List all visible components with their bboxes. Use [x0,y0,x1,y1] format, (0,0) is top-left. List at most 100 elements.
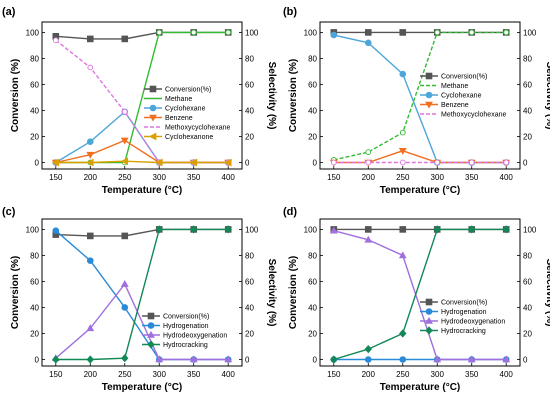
y-left-tick-label: 40 [308,106,317,115]
data-point-hydrocracking [502,225,510,234]
series-line-hydrodeoxygenation [333,230,507,361]
y-left-axis-title: Conversion (%) [10,59,21,132]
data-point-methane [365,149,372,155]
chart-panel-c: (c) 150 200 250 300 350 400 0 20 40 60 80 100 0 20 40 60… [2,206,277,393]
x-axis-title: Temperature (°C) [102,382,183,393]
y-left-tick-label: 20 [308,329,317,338]
data-point-conversion [364,29,372,36]
x-tick-label: 250 [118,370,132,379]
data-point-hydrodeoxygenation [502,355,511,363]
data-point-methane [190,29,197,36]
data-point-hydrodeoxygenation [155,355,164,363]
legend-entry-cyclohexane: Cyclohexane [165,106,206,113]
data-point-hydrocracking [433,225,441,234]
series-methoxycyclohexane [52,37,232,166]
data-point-methane [156,29,163,36]
series-benzene [329,147,511,167]
x-axis-title: Temperature (°C) [380,185,461,196]
legend-entry-hydrocracking: Hydrocracking [441,328,486,335]
data-point-benzene [86,151,95,159]
legend-entry-hydrocracking: Hydrocracking [163,342,208,349]
plot-frame [319,218,521,367]
data-point-benzene [120,137,129,145]
series-cyclohexanone [51,157,232,167]
data-point-hydrodeoxygenation [467,355,476,363]
y-right-axis-title: Selectivity (%) [266,259,277,327]
chart-panel-b: (b) 150 200 250 300 350 400 0 20 40 60 80 100 0 20 40 60… [283,6,550,196]
data-point-methoxycyclohexane [468,159,475,166]
data-point-hydrocracking [364,344,372,354]
y-right-tick-label: 100 [523,28,537,37]
y-right-tick-label: 40 [523,303,532,312]
x-tick-label: 400 [500,370,514,379]
legend-swatch-marker [425,101,433,109]
data-point-cyclohexanone [51,158,60,167]
legend-entry-benzene: Benzene [165,115,193,122]
data-point-cyclohexanone [189,158,198,167]
legend-entry-methane: Methane [441,83,468,90]
data-point-methoxycyclohexane [365,159,372,166]
series-hydrocracking [52,225,232,364]
legend-swatch-marker [147,340,155,349]
legend-swatch-marker [425,298,433,306]
x-tick-label: 150 [49,370,63,379]
legend-entry-hydrogenation: Hydrogenation [163,323,209,330]
y-right-tick-label: 20 [245,132,254,141]
legend: Conversion(%) Methane Cyclohexane Benzene Me… [420,72,506,119]
data-point-hydrogenation [52,227,60,235]
x-tick-label: 300 [431,173,445,182]
x-tick-label: 200 [362,173,376,182]
data-point-methane [503,29,510,36]
data-point-methoxycyclohexane [87,64,94,71]
series-line-hydrocracking [333,228,507,361]
data-point-methoxycyclohexane [330,159,337,166]
data-point-hydrodeoxygenation [86,324,95,332]
x-tick-label: 300 [153,173,167,182]
y-left-tick-label: 40 [30,303,39,312]
y-left-tick-label: 40 [30,106,39,115]
data-point-methane [434,29,441,36]
legend-entry-benzene: Benzene [441,102,469,109]
data-point-hydrodeoxygenation [224,355,233,363]
legend-swatch-marker [425,91,433,99]
x-tick-label: 200 [84,370,98,379]
y-left-tick-label: 60 [308,80,317,89]
y-right-tick-label: 80 [523,251,532,260]
legend: Conversion(%) Methane Cyclohexane Benzene Me… [144,85,230,141]
data-point-hydrocracking [155,225,163,234]
data-point-hydrocracking [224,225,232,234]
legend-entry-methoxycyclohexane: Methoxycyclohexane [165,125,230,132]
y-left-axis-title: Conversion (%) [10,256,21,329]
y-left-tick-label: 0 [313,355,318,364]
data-point-conversion [86,35,94,43]
y-left-tick-label: 80 [308,251,317,260]
y-left-tick-label: 80 [30,54,39,63]
data-point-hydrogenation [121,304,129,311]
legend-entry-conversion: Conversion(%) [441,300,487,307]
legend-entry-hydrodeoxygenation: Hydrodeoxygenation [441,319,505,326]
y-right-tick-label: 60 [523,80,532,89]
legend-entry-conversion: Conversion(%) [441,74,487,81]
y-right-tick-label: 40 [523,106,532,115]
data-point-conversion [399,29,407,36]
series-hydrocracking [330,225,510,364]
series-line-methoxycyclohexane [55,39,229,164]
x-tick-label: 400 [222,370,236,379]
y-left-tick-label: 100 [304,225,318,234]
data-point-cyclohexanone [86,158,94,167]
legend-entry-cyclohexanone: Cyclohexanone [165,134,213,141]
data-point-methoxycyclohexane [399,159,406,166]
series-conversion [52,226,232,240]
data-point-hydrodeoxygenation [364,235,373,243]
x-tick-label: 150 [327,370,341,379]
data-point-cyclohexane [364,39,372,47]
y-left-axis-title: Conversion (%) [288,256,299,329]
data-point-hydrocracking [52,355,60,364]
x-tick-label: 350 [465,173,479,182]
data-point-hydrocracking [468,225,476,234]
data-point-conversion [52,33,60,40]
y-left-axis-title: Conversion (%) [288,59,299,132]
data-point-hydrodeoxygenation [189,355,198,363]
legend-entry-hydrodeoxygenation: Hydrodeoxygenation [163,333,227,340]
series-line-benzene [333,150,507,164]
